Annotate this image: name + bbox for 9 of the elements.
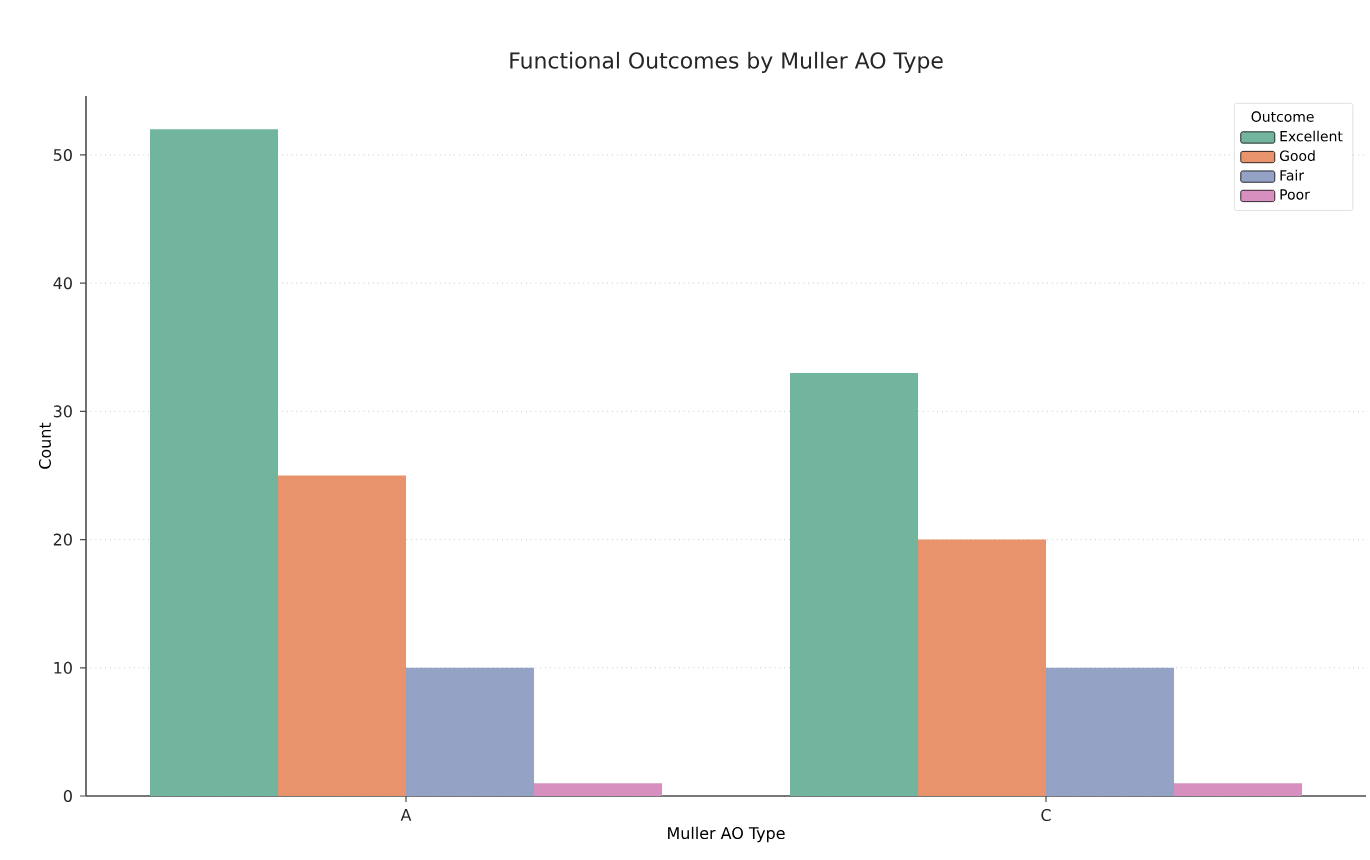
bar: [918, 539, 1047, 796]
bar: [1174, 783, 1303, 796]
bar: [534, 783, 663, 796]
bar: [1046, 667, 1175, 796]
bar: [790, 372, 919, 796]
bar: [150, 129, 278, 796]
bar: [278, 475, 406, 796]
chart-title: Functional Outcomes by Muller AO Type: [510, 51, 943, 73]
bar: [406, 667, 535, 796]
